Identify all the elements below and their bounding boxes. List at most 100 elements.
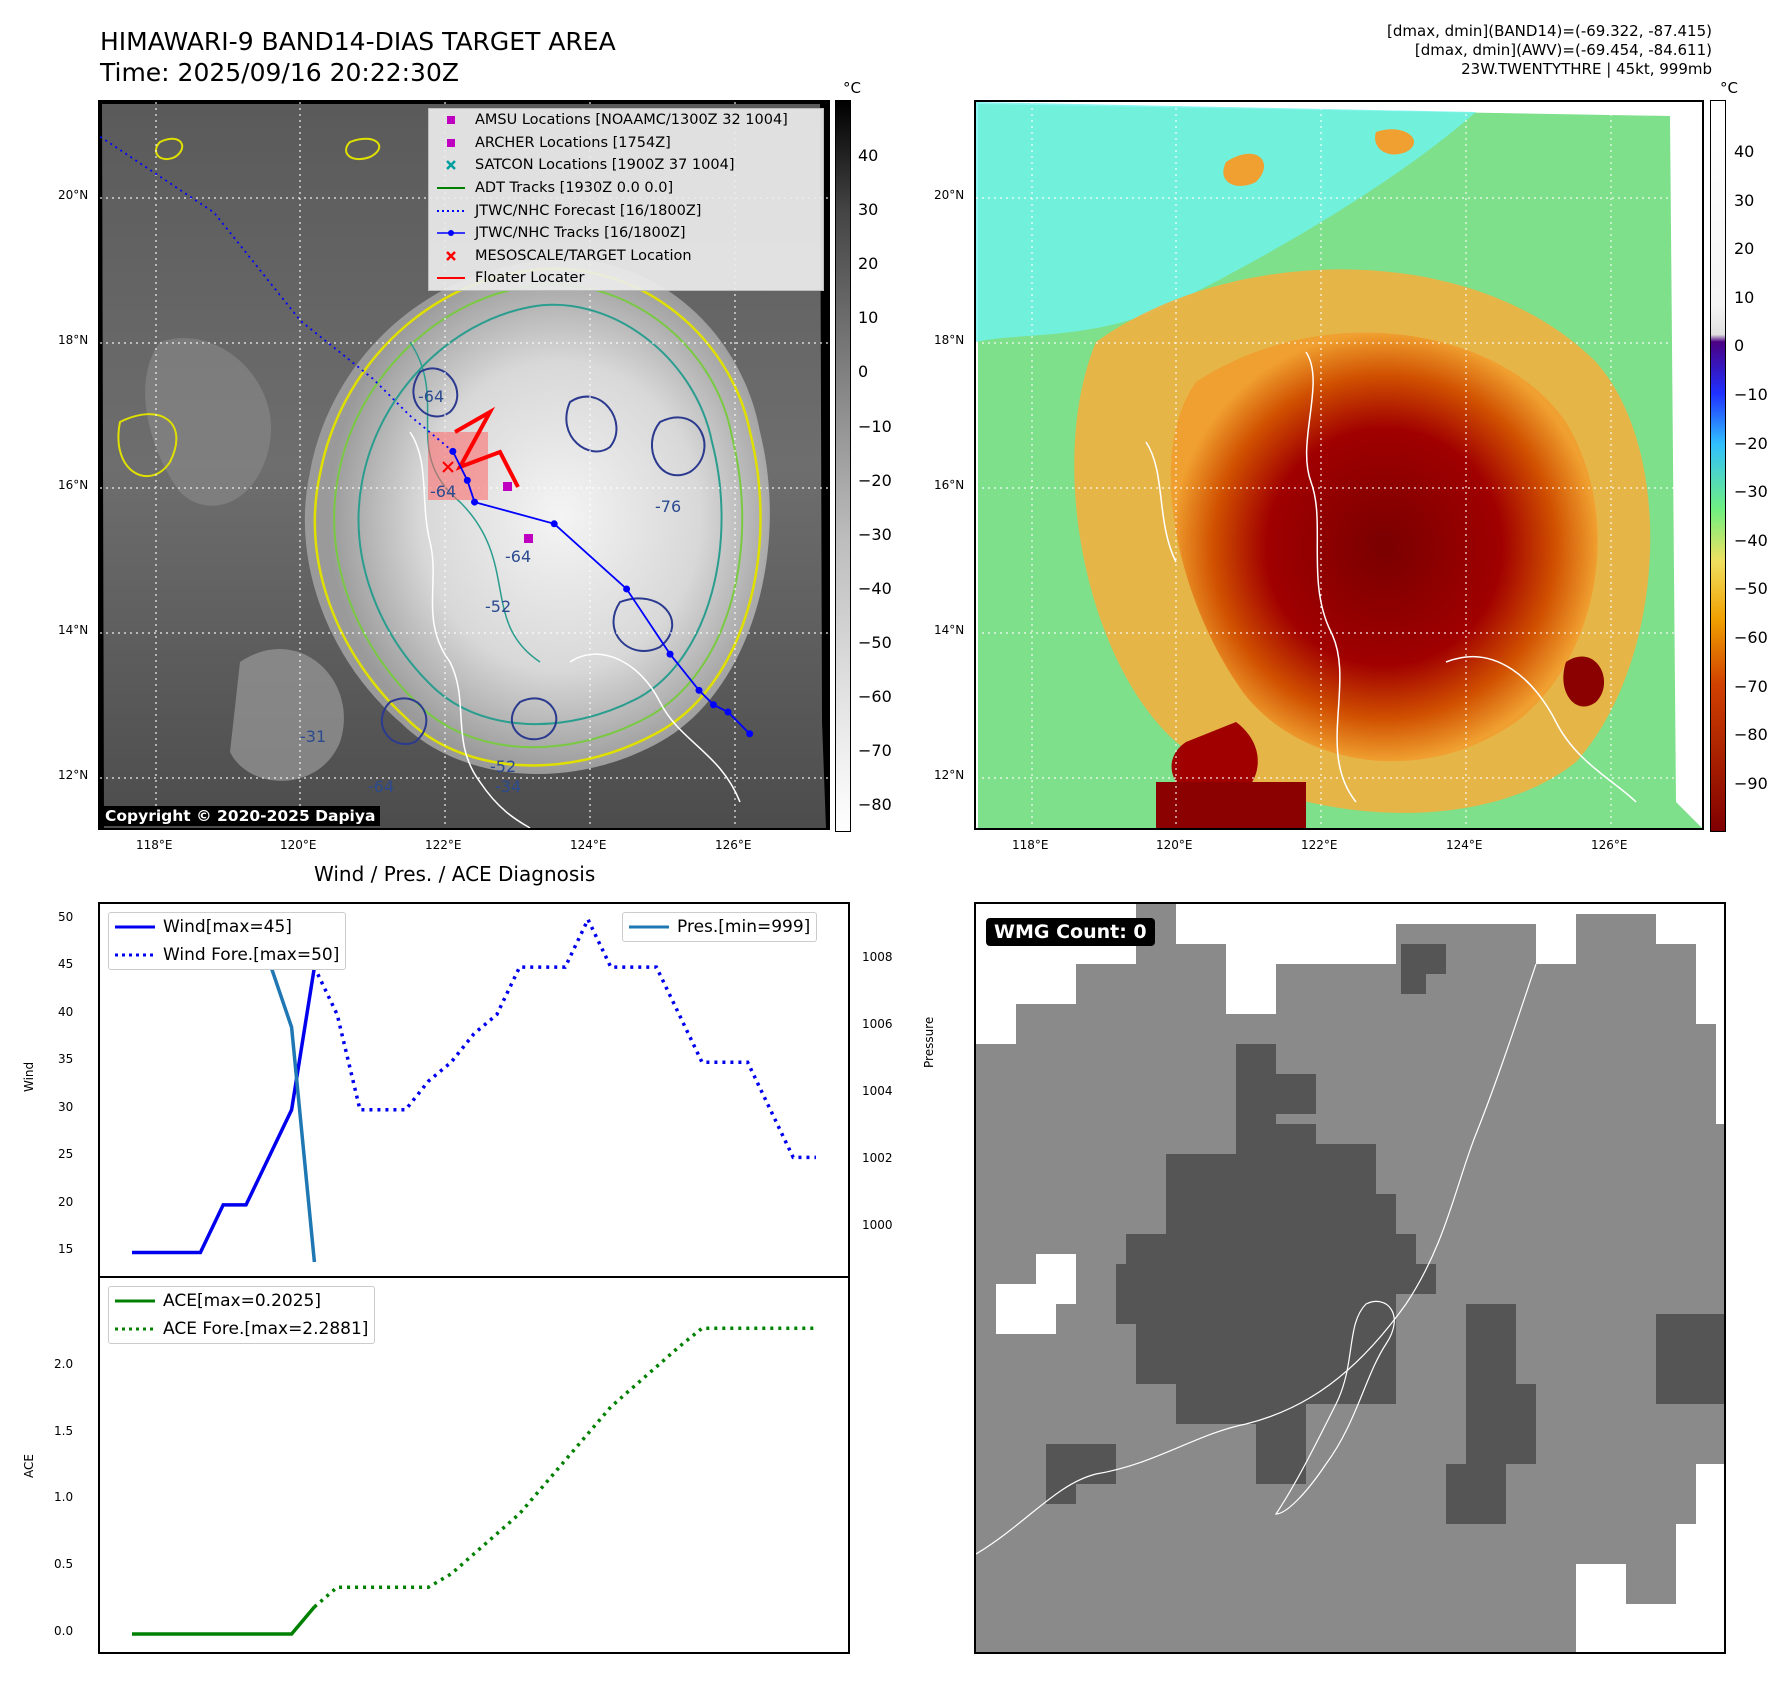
legend-label: AMSU Locations [NOAAMC/1300Z 32 1004]	[475, 112, 788, 129]
contour-label: -31	[300, 727, 326, 746]
wind-tick-label: 50	[58, 909, 74, 924]
lat-tick-label: 20°N	[934, 188, 965, 202]
wmg-count-badge: WMG Count: 0	[986, 918, 1155, 946]
ace-tick-label: 0.5	[54, 1557, 74, 1572]
track-point	[724, 708, 732, 716]
legend-item: Floater Locater	[429, 267, 823, 290]
pressure-ylabel: Pressure	[922, 1016, 936, 1068]
colorbar-tick-label: −80	[1734, 725, 1768, 745]
legend-item: AMSU Locations [NOAAMC/1300Z 32 1004]	[429, 109, 823, 132]
legend-label: Floater Locater	[475, 270, 585, 287]
pressure-tick-label: 1006	[862, 1017, 893, 1032]
ace-tick-label: 2.0	[54, 1356, 74, 1371]
wind-tick-label: 40	[58, 1004, 74, 1019]
colorbar-tick-label: 30	[858, 200, 879, 220]
ace-legend: ACE[max=0.2025] ACE Fore.[max=2.2881]	[108, 1286, 376, 1344]
colorbar-tick-label: −90	[1734, 773, 1768, 793]
contour-label: -64	[430, 482, 456, 501]
lon-tick-label: 120°E	[280, 838, 317, 852]
awv-map-panel	[974, 100, 1704, 830]
lon-tick-label: 124°E	[1446, 838, 1483, 852]
colorbar-tick-label: −60	[1734, 628, 1768, 647]
pressure-tick-label: 1000	[862, 1218, 893, 1233]
jtwc-track-line	[452, 450, 751, 735]
legend-pres-label: Pres.[min=999]	[677, 917, 811, 937]
track-point	[623, 585, 631, 593]
lat-tick-label: 14°N	[934, 623, 965, 637]
colorbar-tick-label: −70	[858, 741, 892, 761]
ace-tick-label: 1.5	[54, 1423, 74, 1438]
track-point	[746, 730, 754, 738]
legend-item: MESOSCALE/TARGET Location	[429, 245, 823, 268]
lat-tick-label: 18°N	[58, 333, 89, 347]
wind-tick-label: 25	[58, 1147, 74, 1162]
pressure-tick-label: 1004	[862, 1084, 893, 1099]
pres-legend: Pres.[min=999]	[622, 912, 818, 942]
colorbar-tick-label: 10	[1734, 287, 1755, 307]
legend-item: ARCHER Locations [1754Z]	[429, 132, 823, 155]
colorbar-unit-right: °C	[1720, 79, 1738, 97]
contour-label: -76	[655, 497, 681, 516]
floater-box	[428, 432, 488, 500]
colorbar-tick-label: −20	[1734, 433, 1768, 453]
track-point	[471, 498, 479, 506]
legend-marker	[437, 250, 465, 262]
ace-ylabel: ACE	[22, 1454, 36, 1478]
colorbar-tick-label: −50	[858, 632, 892, 652]
series-line	[312, 915, 816, 1160]
legend-ace-fore-label: ACE Fore.[max=2.2881]	[163, 1319, 369, 1339]
colorbar-tick-label: −30	[1734, 482, 1768, 502]
colorbar-tick-label: −60	[858, 687, 892, 706]
legend-item: JTWC/NHC Tracks [16/1800Z]	[429, 222, 823, 245]
info-line-2: [dmax, dmin](AWV)=(-69.454, -84.611)	[1414, 41, 1712, 59]
series-line	[313, 1326, 816, 1609]
contour-label: -52	[485, 597, 511, 616]
lon-tick-label: 118°E	[1012, 838, 1049, 852]
wind-tick-label: 45	[58, 957, 74, 972]
lat-tick-label: 14°N	[58, 623, 89, 637]
lon-tick-label: 126°E	[715, 838, 752, 852]
ace-plot	[132, 1326, 816, 1636]
series-line	[132, 966, 317, 1255]
pressure-tick-label: 1002	[862, 1151, 893, 1166]
legend-label: JTWC/NHC Forecast [16/1800Z]	[475, 202, 702, 219]
colorbar-tick-label: −30	[858, 524, 892, 544]
map-legend: AMSU Locations [NOAAMC/1300Z 32 1004] ARC…	[428, 108, 824, 291]
legend-marker	[437, 182, 465, 194]
contour-label: -64	[505, 547, 531, 566]
track-point	[550, 520, 558, 528]
colorbar-tick-label: −80	[858, 795, 892, 815]
ace-tick-label: 1.0	[54, 1490, 74, 1505]
wind-tick-label: 35	[58, 1052, 74, 1067]
legend-wind-fore-label: Wind Fore.[max=50]	[163, 945, 340, 965]
wind-tick-label: 30	[58, 1099, 74, 1114]
lon-tick-label: 122°E	[1301, 838, 1338, 852]
colorbar-tick-label: 10	[858, 308, 879, 328]
ir-map-panel: -64 -64 -76 -64 -52 -64 -34 -52 -31 AMSU…	[98, 100, 830, 830]
legend-wind-label: Wind[max=45]	[163, 917, 292, 937]
wmg-panel	[974, 902, 1726, 1654]
legend-marker	[437, 227, 465, 239]
copyright-label: Copyright © 2020-2025 Dapiya	[100, 806, 381, 826]
colorbar-tick-label: 30	[1734, 190, 1755, 210]
colorbar-tick-label: 0	[858, 362, 869, 382]
info-line-1: [dmax, dmin](BAND14)=(-69.322, -87.415)	[1387, 22, 1712, 40]
lat-tick-label: 16°N	[58, 478, 89, 492]
legend-label: ARCHER Locations [1754Z]	[475, 134, 671, 151]
amsu-marker	[524, 534, 533, 543]
track-point	[695, 686, 703, 694]
legend-item: ADT Tracks [1930Z 0.0 0.0]	[429, 177, 823, 200]
legend-label: MESOSCALE/TARGET Location	[475, 247, 692, 264]
ace-tick-label: 0.0	[54, 1624, 74, 1638]
wind-ylabel: Wind	[22, 1061, 36, 1092]
legend-marker	[437, 272, 465, 284]
series-line	[132, 1605, 316, 1636]
pressure-tick-label: 1008	[862, 950, 893, 965]
figure-title: HIMAWARI-9 BAND14-DIAS TARGET AREA Time:…	[100, 26, 616, 88]
series-line	[132, 925, 317, 1263]
colorbar-tick-label: −40	[1734, 530, 1768, 550]
colorbar-tick-label: −70	[1734, 676, 1768, 696]
title-line-2: Time: 2025/09/16 20:22:30Z	[100, 58, 459, 87]
awv-map	[976, 102, 1702, 828]
lat-tick-label: 12°N	[934, 768, 965, 782]
